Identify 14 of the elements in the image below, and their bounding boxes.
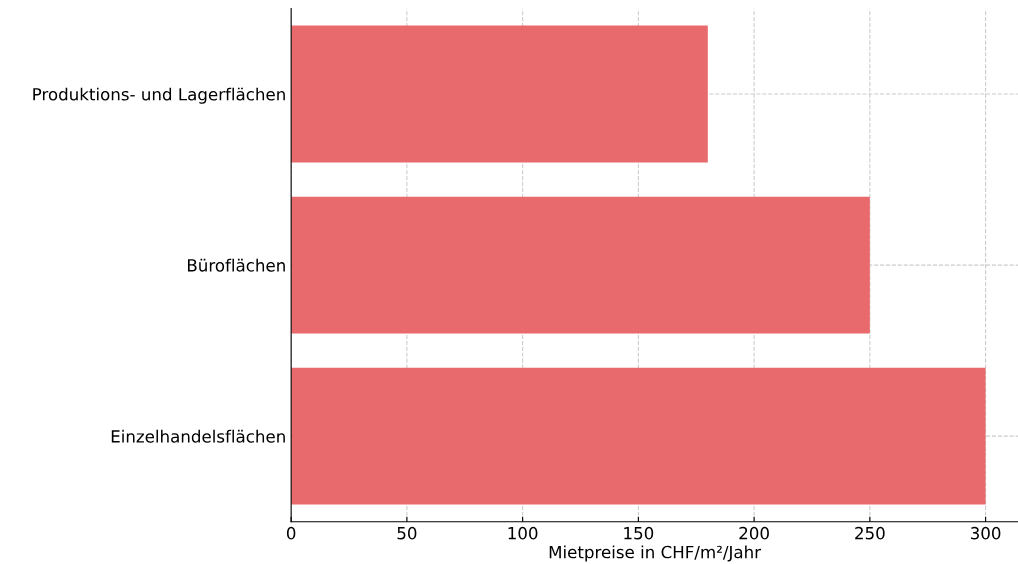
x-tick-label: 250 (855, 526, 885, 540)
x-tick-label: 200 (739, 526, 769, 540)
y-tick-label: Produktions- und Lagerflächen (33, 87, 285, 104)
bar (291, 367, 986, 505)
y-tick-label: Büroflächen (188, 258, 285, 272)
x-tick-label: 50 (397, 526, 417, 540)
x-tick-label: 150 (624, 526, 654, 540)
bar (291, 25, 708, 163)
y-tick-label: Einzelhandelsflächen (111, 429, 285, 443)
x-tick-label: 100 (508, 526, 538, 540)
x-tick-label: 0 (286, 526, 296, 540)
x-tick-label: 300 (970, 526, 1001, 540)
bar (291, 196, 870, 334)
x-axis-title: Mietpreise in CHF/m²/Jahr (549, 545, 762, 562)
